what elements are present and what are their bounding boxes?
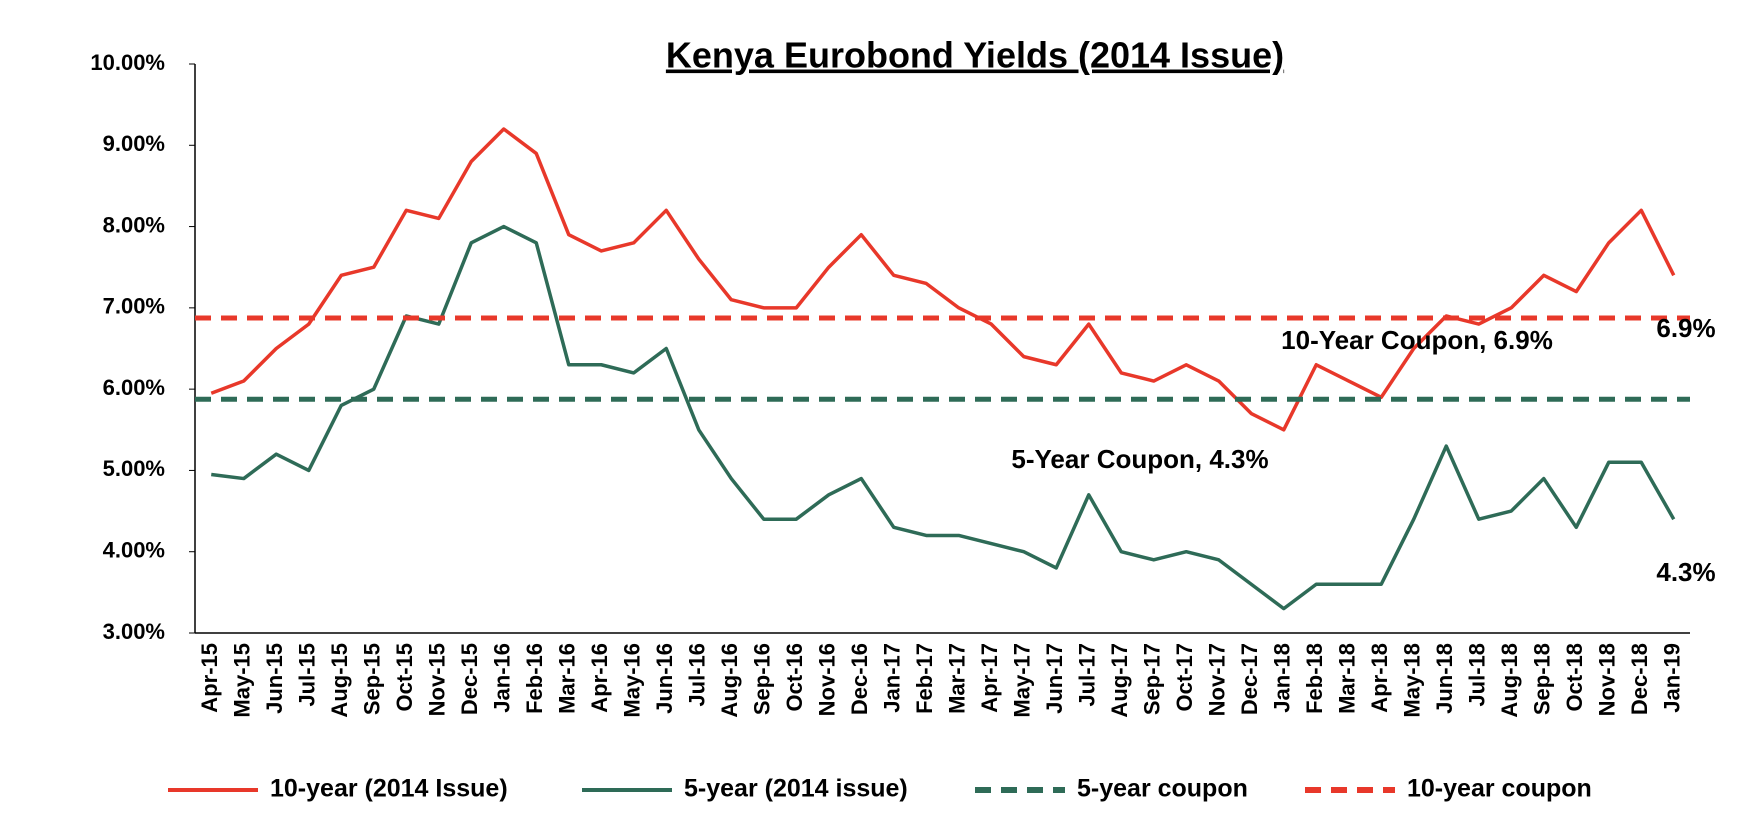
x-tick-label: Aug-16 xyxy=(717,643,742,718)
x-tick-label: Aug-18 xyxy=(1497,643,1522,718)
x-tick-label: Oct-15 xyxy=(392,643,417,711)
x-tick-label: Feb-16 xyxy=(522,643,547,714)
x-tick-label: Dec-15 xyxy=(457,643,482,715)
annotation: 4.3% xyxy=(1656,557,1715,587)
x-tick-label: Aug-17 xyxy=(1107,643,1132,718)
line-series xyxy=(211,224,1676,611)
x-tick-label: Sep-16 xyxy=(750,643,775,715)
x-tick-label: Apr-16 xyxy=(587,643,612,713)
x-tick-label: Nov-18 xyxy=(1595,643,1620,716)
y-tick-label: 10.00% xyxy=(90,50,165,75)
x-tick-label: May-15 xyxy=(230,643,255,718)
x-tick-label: Jan-18 xyxy=(1270,643,1295,713)
x-tick-label: Oct-16 xyxy=(782,643,807,711)
x-tick-label: Mar-16 xyxy=(555,643,580,714)
line-series xyxy=(210,127,1676,432)
legend-label: 10-year coupon xyxy=(1407,775,1592,803)
x-tick-label: Sep-17 xyxy=(1140,643,1165,715)
legend-label: 5-year coupon xyxy=(1077,775,1248,803)
x-tick-label: May-16 xyxy=(620,643,645,718)
x-tick-label: Dec-16 xyxy=(847,643,872,715)
x-tick-label: May-17 xyxy=(1010,643,1035,718)
y-tick-label: 8.00% xyxy=(103,212,165,237)
x-tick-label: Jan-17 xyxy=(880,643,905,713)
x-tick-label: Jul-16 xyxy=(685,643,710,707)
x-tick-label: Jul-15 xyxy=(295,643,320,707)
annotation: 5-Year Coupon, 4.3% xyxy=(1011,444,1268,474)
y-tick-label: 3.00% xyxy=(103,619,165,644)
y-tick-label: 7.00% xyxy=(103,294,165,319)
legend-label: 5-year (2014 issue) xyxy=(684,775,908,803)
x-tick-label: Sep-15 xyxy=(360,643,385,715)
x-tick-label: Apr-15 xyxy=(197,643,222,713)
x-tick-label: Jan-19 xyxy=(1660,643,1685,713)
x-tick-label: Dec-18 xyxy=(1627,643,1652,715)
y-tick-label: 9.00% xyxy=(103,131,165,156)
y-tick-label: 6.00% xyxy=(103,375,165,400)
x-tick-label: Dec-17 xyxy=(1237,643,1262,715)
x-tick-label: Sep-18 xyxy=(1530,643,1555,715)
annotation: 6.9% xyxy=(1656,313,1715,343)
y-tick-label: 5.00% xyxy=(103,456,165,481)
x-tick-label: Oct-17 xyxy=(1172,643,1197,711)
x-tick-label: Nov-15 xyxy=(425,643,450,716)
x-tick-label: Oct-18 xyxy=(1562,643,1587,711)
x-tick-label: Jan-16 xyxy=(490,643,515,713)
x-tick-label: Nov-17 xyxy=(1205,643,1230,716)
y-tick-label: 4.00% xyxy=(103,538,165,563)
x-tick-label: Feb-17 xyxy=(912,643,937,714)
x-tick-label: Apr-18 xyxy=(1367,643,1392,713)
x-tick-label: Jun-18 xyxy=(1432,643,1457,714)
x-tick-label: Mar-17 xyxy=(945,643,970,714)
x-tick-label: Apr-17 xyxy=(977,643,1002,713)
x-tick-label: Jun-17 xyxy=(1042,643,1067,714)
x-tick-label: Jun-16 xyxy=(652,643,677,714)
x-tick-label: Jul-18 xyxy=(1465,643,1490,707)
x-tick-label: May-18 xyxy=(1400,643,1425,718)
x-tick-label: Nov-16 xyxy=(815,643,840,716)
x-tick-label: Feb-18 xyxy=(1302,643,1327,714)
x-tick-label: Jul-17 xyxy=(1075,643,1100,707)
x-tick-label: Mar-18 xyxy=(1335,643,1360,714)
legend-label: 10-year (2014 Issue) xyxy=(270,775,508,803)
x-tick-label: Aug-15 xyxy=(327,643,352,718)
x-tick-label: Jun-15 xyxy=(262,643,287,714)
chart-title: Kenya Eurobond Yields (2014 Issue) xyxy=(666,35,1284,76)
annotation: 10-Year Coupon, 6.9% xyxy=(1281,325,1553,355)
